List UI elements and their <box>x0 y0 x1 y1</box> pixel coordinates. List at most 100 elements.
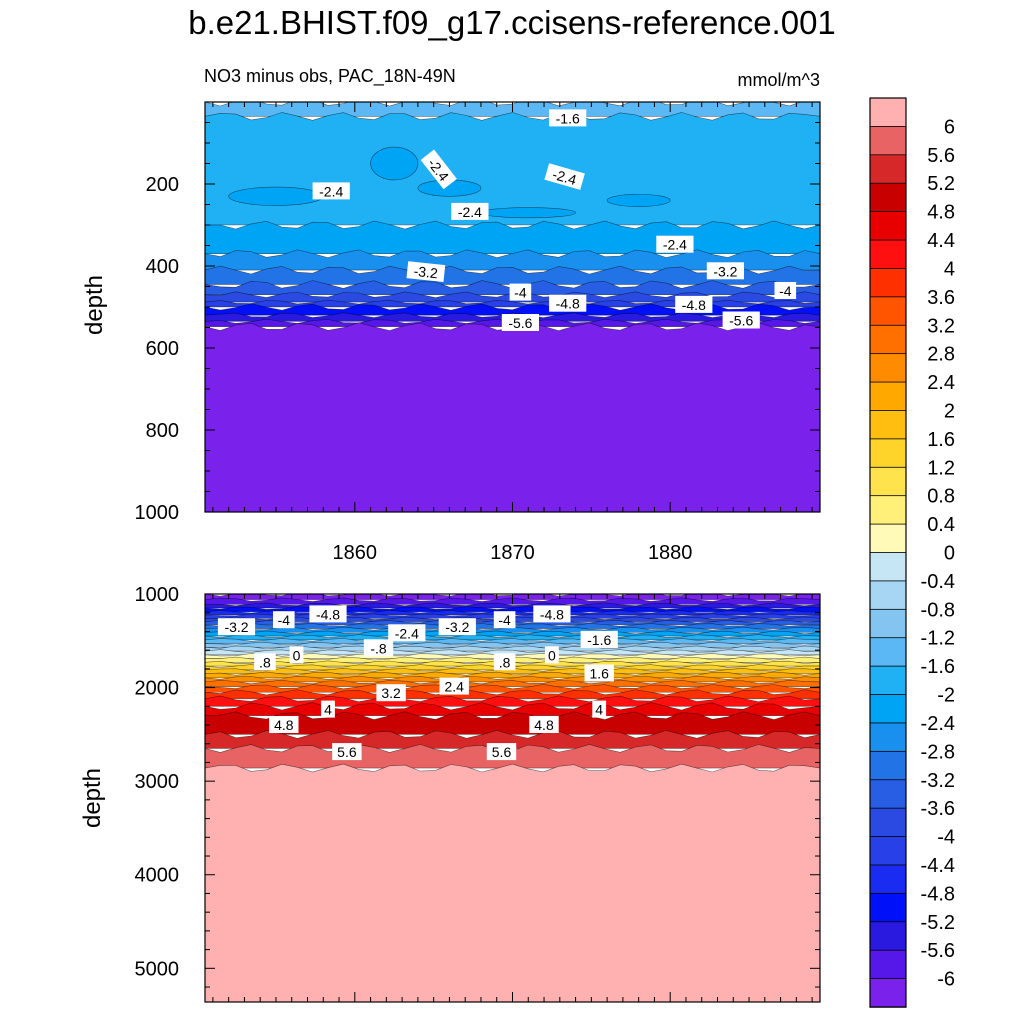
x-tick-label: 1880 <box>648 542 693 564</box>
chart-subtitle: NO3 minus obs, PAC_18N-49N <box>204 66 456 87</box>
colorbar-swatch <box>869 239 907 270</box>
contour-label: 2.4 <box>439 677 469 695</box>
colorbar-label: 0 <box>944 543 955 565</box>
x-tick-label: 1870 <box>490 542 535 564</box>
colorbar-label: 4.4 <box>927 230 955 252</box>
colorbar: 6 5.6 5.2 4.8 4.4 4 3.6 3.2 2.8 2.4 2 1.6 1.2 0.8 0.4 0… <box>869 97 955 1008</box>
contour-label-text: -2.4 <box>663 237 687 253</box>
contour-label: 5.6 <box>332 743 362 761</box>
colorbar-swatch <box>869 750 907 781</box>
contour-band <box>205 645 820 652</box>
colorbar-swatch <box>869 381 907 412</box>
contour-label: 4 <box>321 700 335 718</box>
colorbar-label: 1.2 <box>927 457 955 479</box>
y-axis-label-upper: depth <box>81 275 108 335</box>
contour-label: -4 <box>493 611 516 629</box>
colorbar-swatch <box>869 154 907 184</box>
colorbar-swatch <box>869 921 907 951</box>
contour-label: -3.2 <box>438 618 476 636</box>
contour-label: -4 <box>273 611 295 629</box>
colorbar-swatch <box>869 892 907 923</box>
contour-label: -1.6 <box>549 109 587 127</box>
colorbar-label: -3.6 <box>921 798 955 820</box>
contour-label-text: -4.8 <box>682 297 706 313</box>
contour-label-text: 2.4 <box>444 679 464 695</box>
contour-label: -3.2 <box>706 262 744 280</box>
y-tick-label: 200 <box>146 174 179 196</box>
contour-label-text: -3.2 <box>445 619 469 635</box>
contour-band <box>205 613 820 619</box>
y-tick-label: 800 <box>146 420 179 442</box>
contour-label-text: -3.2 <box>224 619 248 635</box>
colorbar-label: 2 <box>944 400 955 422</box>
colorbar-label: 1.6 <box>927 429 955 451</box>
colorbar-label: -2.4 <box>921 713 955 735</box>
contour-band <box>205 112 820 226</box>
contour-band <box>205 634 820 641</box>
contour-label: 4 <box>592 700 607 718</box>
colorbar-swatch <box>869 495 907 525</box>
contour-label-text: -5.6 <box>729 313 753 329</box>
colorbar-label: -2.8 <box>921 741 955 763</box>
contour-label-text: 4 <box>595 702 603 718</box>
contour-band <box>205 675 820 683</box>
contour-label: 4.8 <box>529 716 559 733</box>
colorbar-swatch <box>869 665 907 696</box>
colorbar-swatch <box>869 126 907 156</box>
colorbar-label: 0.4 <box>927 514 955 536</box>
contour-label-text: -4 <box>498 612 511 628</box>
panel-upper: -1.6-2.4 -2.4-2.4-2.4-2.4-3.2 -3.2-4 -4-4.8… <box>135 101 821 564</box>
contour-band <box>205 322 820 512</box>
contour-band <box>205 763 820 1002</box>
colorbar-swatch <box>869 779 907 809</box>
colorbar-swatch <box>869 353 907 383</box>
contour-label-text: 0 <box>293 647 301 663</box>
colorbar-swatch <box>869 296 907 326</box>
contour-patch <box>480 207 576 219</box>
contour-label-text: -2.4 <box>395 625 419 641</box>
colorbar-swatch <box>869 580 907 611</box>
contour-label-text: 4.8 <box>534 717 554 733</box>
colorbar-label: -0.8 <box>921 599 955 621</box>
colorbar-label: 2.8 <box>927 344 955 366</box>
colorbar-swatch <box>869 608 907 639</box>
contour-label: 0 <box>289 646 304 664</box>
colorbar-label: -4 <box>937 827 955 849</box>
contour-label: 4.8 <box>269 716 299 733</box>
contour-label-text: 4.8 <box>274 717 294 733</box>
colorbar-swatch <box>869 836 907 866</box>
colorbar-swatch <box>869 324 907 355</box>
colorbar-label: -4.8 <box>921 883 955 905</box>
contour-label: -2.4 <box>451 202 489 220</box>
contour-label: -2.4 <box>388 624 426 642</box>
contour-label: -4.8 <box>533 605 571 623</box>
contour-band <box>205 623 820 629</box>
contour-label: 3.2 <box>376 684 406 702</box>
colorbar-label: -1.6 <box>921 656 955 678</box>
contour-label-text: -4.8 <box>540 606 564 622</box>
contour-label: 1.6 <box>584 664 614 682</box>
contour-band <box>205 220 820 254</box>
contour-label-text: 5.6 <box>492 744 512 760</box>
panel-lower: -3.2 -4 -4.8 -2.4 -3.2 -4 -4.8 -1.6 -.8 0 0 .8 .8 1.6… <box>135 584 821 1003</box>
colorbar-label: 0.8 <box>927 486 955 508</box>
contour-label: -5.6 <box>501 314 539 331</box>
contour-label-text: -2.4 <box>458 204 482 220</box>
contour-label: .8 <box>493 653 516 671</box>
contour-band <box>205 664 820 671</box>
contour-label-text: -4 <box>278 612 291 628</box>
contour-label: -5.6 <box>722 311 760 329</box>
colorbar-label: -5.2 <box>921 912 955 934</box>
colorbar-label: 5.2 <box>927 173 955 195</box>
contour-label: 0 <box>545 646 559 664</box>
contour-label-text: -3.2 <box>413 263 439 281</box>
colorbar-swatch <box>869 864 907 895</box>
y-tick-label: 1000 <box>135 584 180 606</box>
y-tick-label: 1000 <box>135 502 180 524</box>
contour-band <box>205 711 820 735</box>
colorbar-label: -1.2 <box>921 628 955 650</box>
contour-label-text: -1.6 <box>556 110 580 126</box>
y-axis-label-lower: depth <box>79 768 106 828</box>
colorbar-label: -0.4 <box>921 571 955 593</box>
